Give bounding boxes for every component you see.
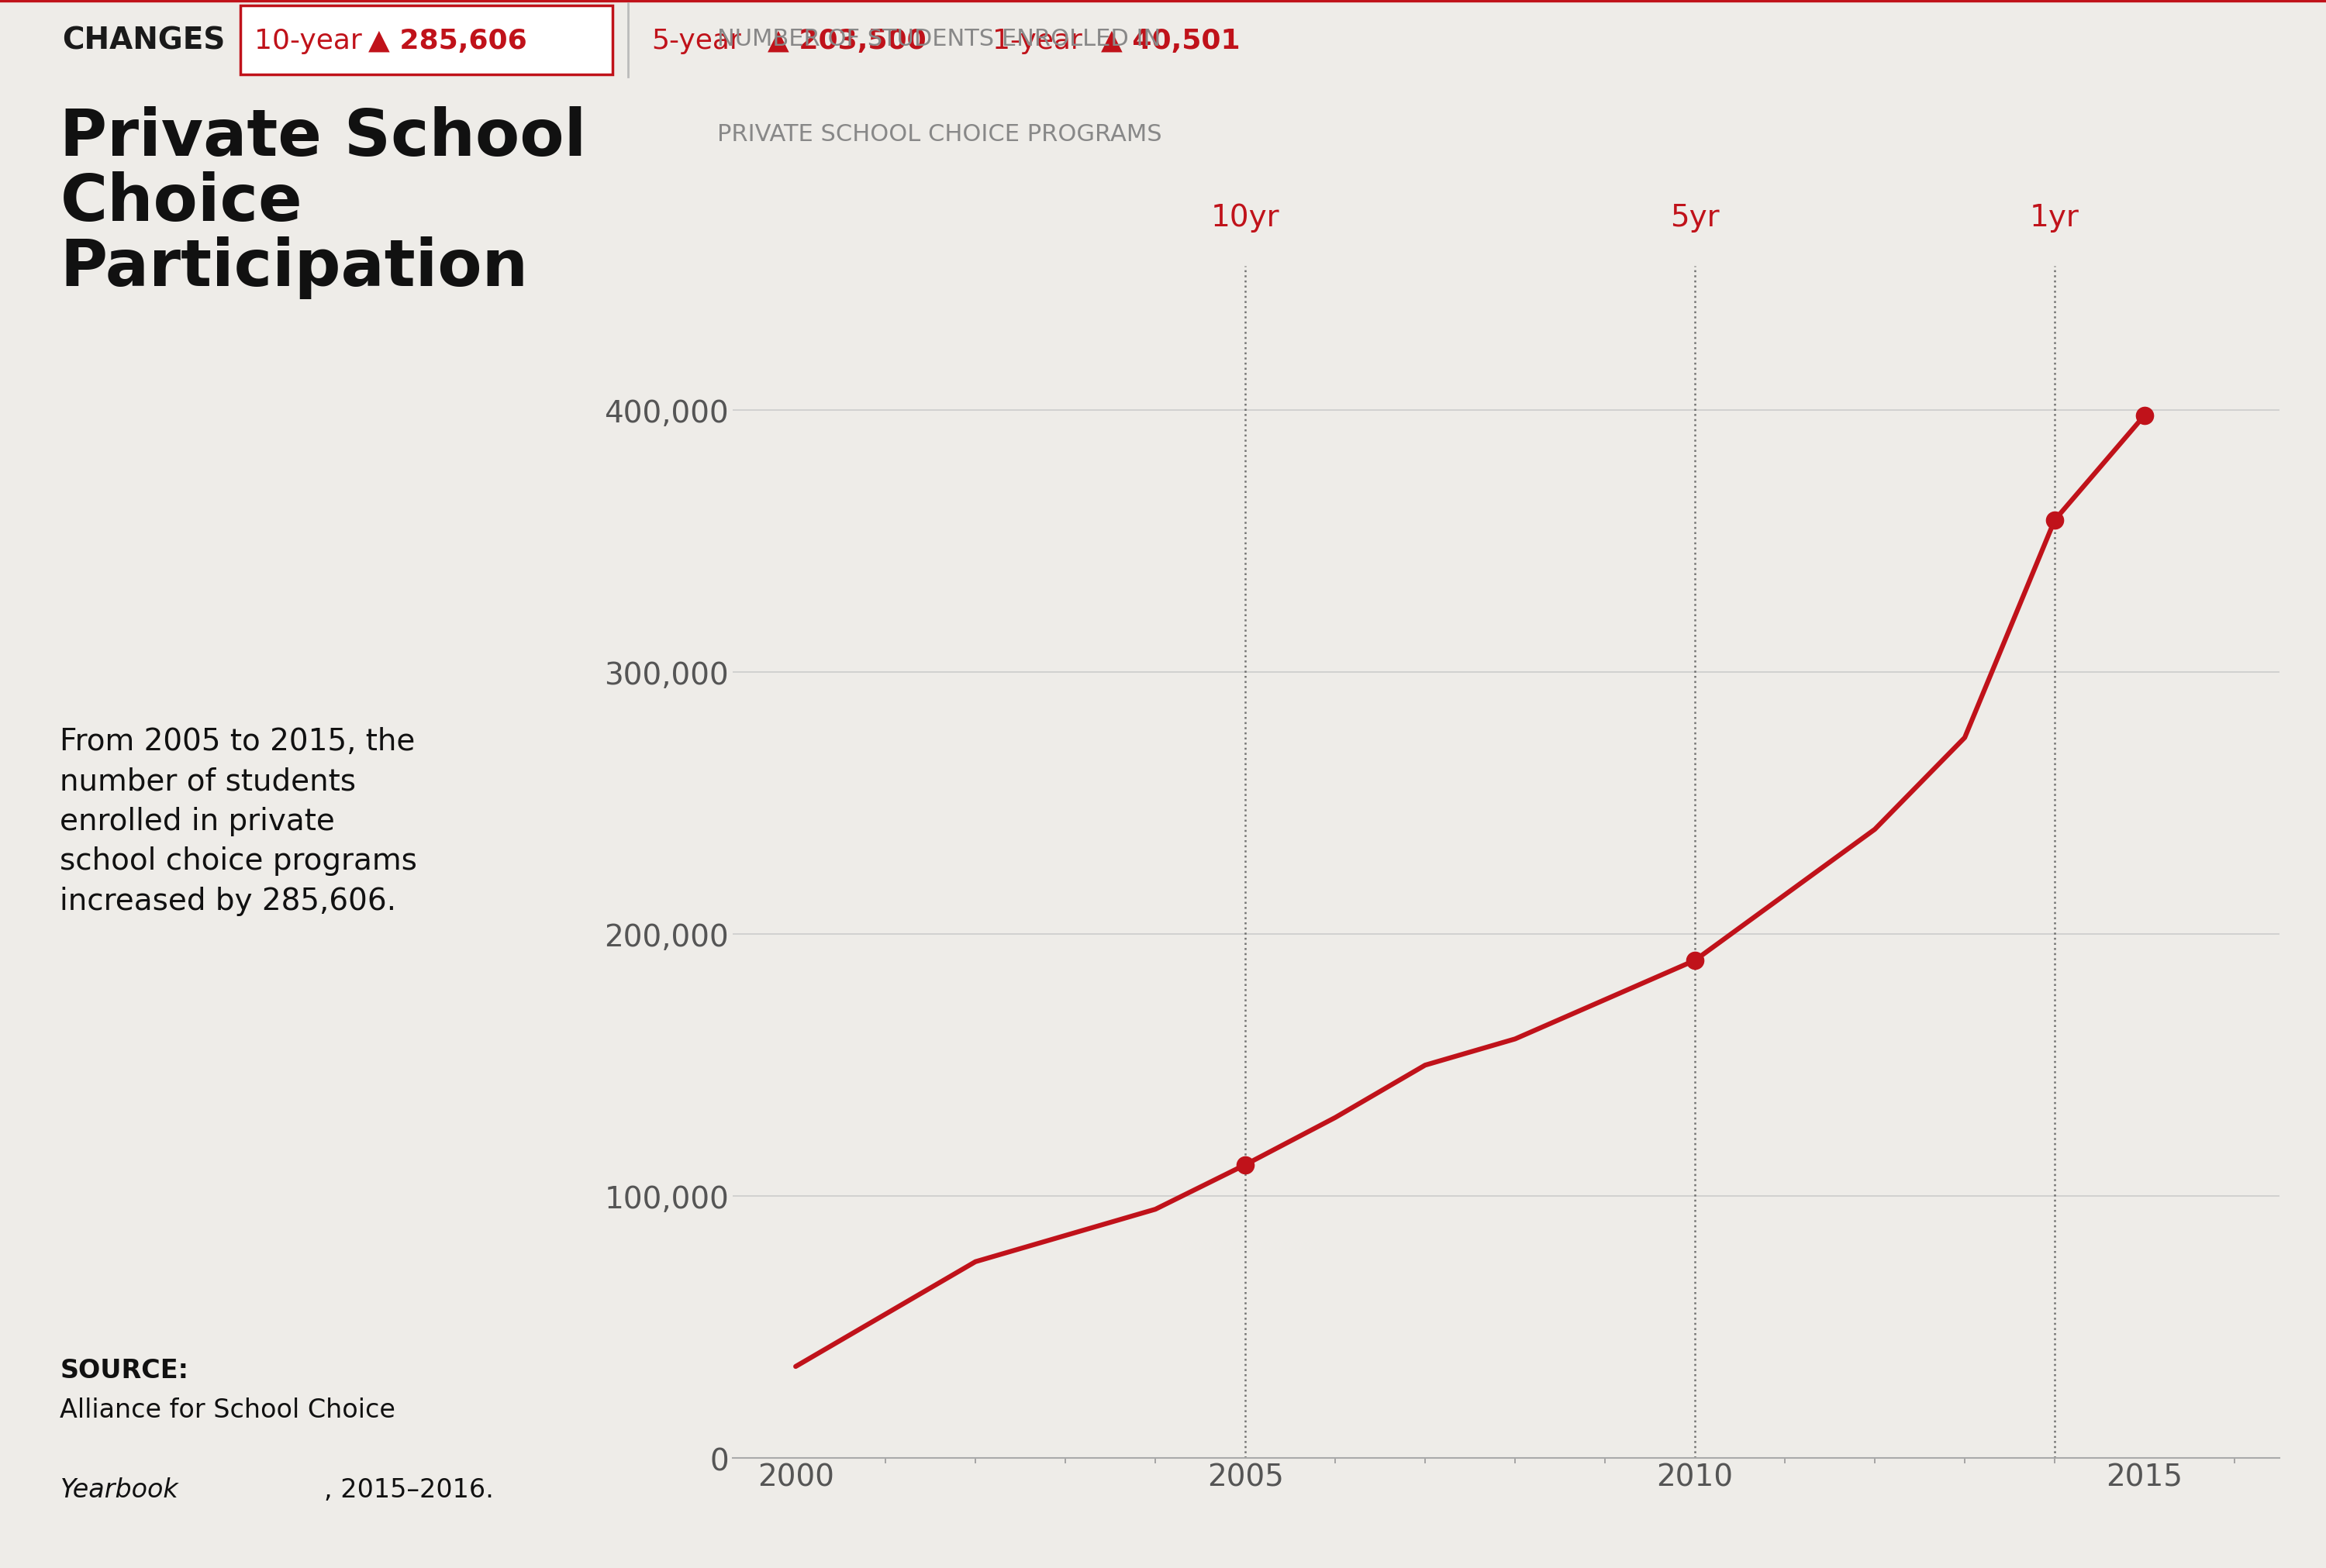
Text: PRIVATE SCHOOL CHOICE PROGRAMS: PRIVATE SCHOOL CHOICE PROGRAMS <box>716 124 1163 146</box>
Text: 1-year: 1-year <box>993 28 1082 53</box>
Text: ▲ 203,500: ▲ 203,500 <box>768 28 926 53</box>
Text: 10yr: 10yr <box>1212 202 1279 232</box>
Text: SOURCE:: SOURCE: <box>60 1356 188 1383</box>
Text: NUMBER OF STUDENTS ENROLLED IN: NUMBER OF STUDENTS ENROLLED IN <box>716 28 1161 50</box>
Text: 1yr: 1yr <box>2031 202 2079 232</box>
Text: Yearbook: Yearbook <box>60 1477 179 1502</box>
Text: ▲ 285,606: ▲ 285,606 <box>368 28 528 53</box>
FancyBboxPatch shape <box>240 6 612 75</box>
Text: Private School
Choice
Participation: Private School Choice Participation <box>60 107 586 299</box>
Text: CHANGES: CHANGES <box>63 27 226 55</box>
Text: 10-year: 10-year <box>254 28 363 53</box>
Text: From 2005 to 2015, the
number of students
enrolled in private
school choice prog: From 2005 to 2015, the number of student… <box>60 726 416 916</box>
Text: 5yr: 5yr <box>1670 202 1719 232</box>
Text: Alliance for School Choice: Alliance for School Choice <box>60 1397 405 1422</box>
Text: 5-year: 5-year <box>651 28 742 53</box>
Text: ▲ 40,501: ▲ 40,501 <box>1100 28 1240 53</box>
Text: , 2015–2016.: , 2015–2016. <box>323 1477 493 1502</box>
